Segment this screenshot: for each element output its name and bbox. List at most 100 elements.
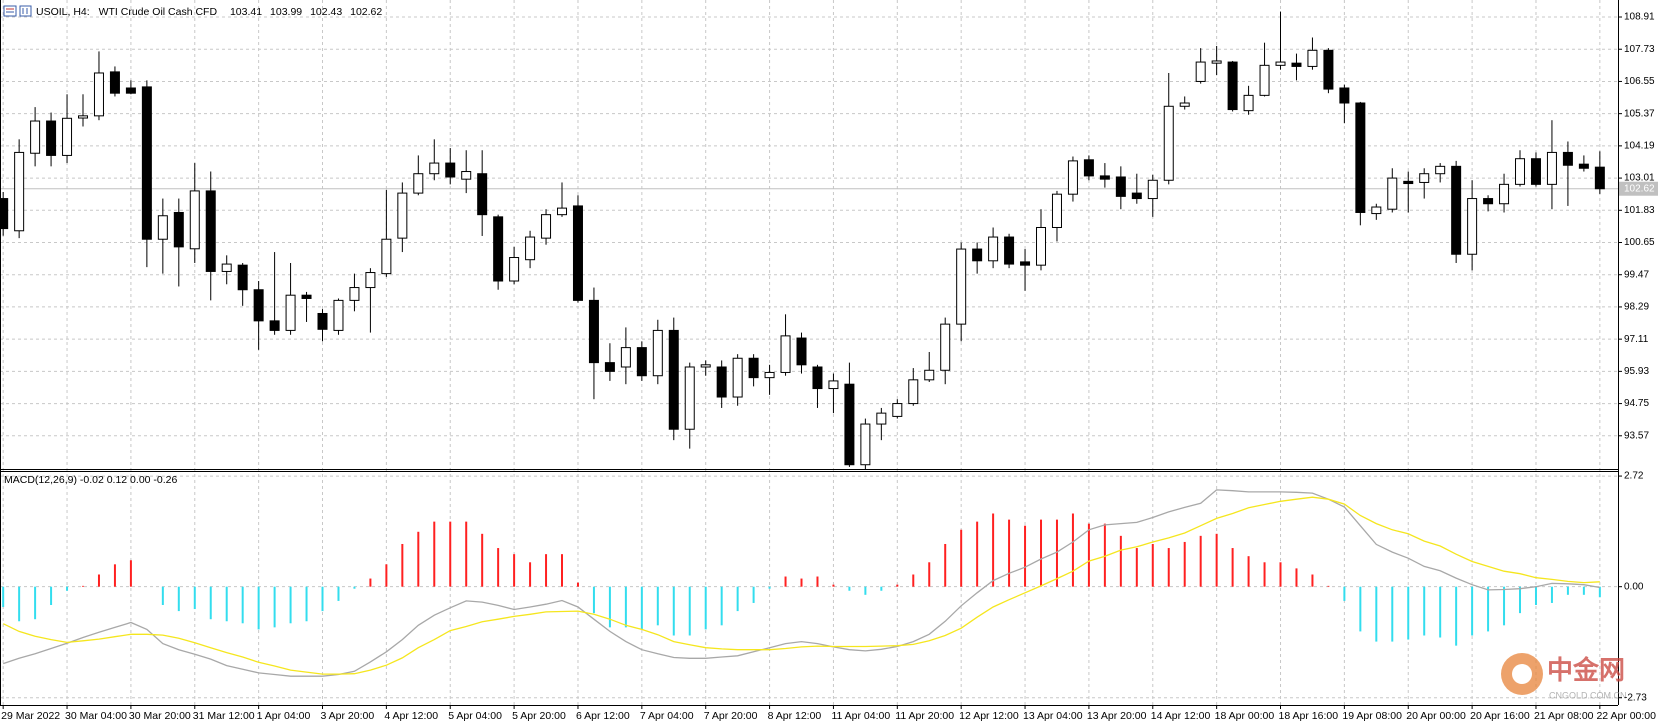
candle-body (221, 263, 232, 272)
candle-body (477, 173, 488, 216)
x-tick-label: 8 Apr 12:00 (768, 710, 822, 722)
candle-body (1546, 151, 1557, 185)
candle-body (93, 72, 104, 117)
close-value: 102.62 (350, 6, 382, 18)
candle-body (125, 87, 136, 94)
chart-header: USOIL, H4: WTI Crude Oil Cash CFD 103.41… (36, 6, 382, 18)
candle-body (157, 215, 168, 240)
candle-body (1515, 158, 1526, 185)
candle-body (285, 294, 296, 331)
candle-body (588, 299, 599, 364)
watermark-text: 中金网 (1547, 655, 1625, 685)
candle-body (1004, 236, 1015, 265)
candle-body (1419, 173, 1430, 183)
y-tick-label: 97.11 (1624, 334, 1649, 345)
x-tick-label: 4 Apr 12:00 (384, 710, 438, 722)
candle-body (892, 403, 903, 417)
x-tick-label: 18 Apr 16:00 (1279, 710, 1339, 722)
candle-body (1371, 206, 1382, 215)
y-tick-label: 100.65 (1624, 237, 1655, 248)
candle-body (1307, 49, 1318, 67)
icon (19, 5, 32, 17)
candle-body (732, 357, 743, 398)
candle-body (684, 366, 695, 430)
x-tick-label: 5 Apr 04:00 (448, 710, 502, 722)
candle-body (333, 299, 344, 331)
candle-body (397, 192, 408, 239)
y-tick-label: 93.57 (1624, 430, 1649, 441)
candle-body (557, 207, 568, 216)
candle-body (940, 323, 951, 371)
x-tick-label: 5 Apr 20:00 (512, 710, 566, 722)
low-value: 102.43 (310, 6, 342, 18)
candle-body (381, 238, 392, 275)
candle-body (365, 272, 376, 289)
x-tick-label: 12 Apr 12:00 (959, 710, 1019, 722)
candle-body (173, 211, 184, 248)
marks-layer (0, 11, 1618, 677)
watermark-site: CNGOLD.COM.CN (1549, 690, 1627, 700)
candle-body (461, 171, 472, 180)
candle-body (780, 335, 791, 373)
x-tick-label: 21 Apr 08:00 (1534, 710, 1594, 722)
candle-body (652, 329, 663, 377)
candle-body (1387, 177, 1398, 210)
x-tick-label: 3 Apr 20:00 (321, 710, 375, 722)
candle-body (636, 347, 647, 377)
y-tick-label: 2.72 (1624, 471, 1644, 482)
candle-body (924, 369, 935, 381)
candle-body (988, 236, 999, 262)
candle-body (0, 198, 9, 230)
candle-body (30, 120, 41, 154)
candle-body (429, 162, 440, 175)
x-tick-label: 30 Mar 04:00 (65, 710, 127, 722)
candle-body (1195, 61, 1206, 82)
x-tick-label: 11 Apr 20:00 (895, 710, 954, 722)
candle-body (764, 371, 775, 379)
candle-body (796, 337, 807, 366)
candle-body (1339, 87, 1350, 104)
candle-body (1403, 180, 1414, 185)
description: WTI Crude Oil Cash CFD (99, 6, 218, 18)
candle-body (349, 287, 360, 301)
candle-body (189, 190, 200, 250)
watermark-logo (1512, 664, 1532, 684)
candle-body (413, 173, 424, 194)
x-tick-label: 11 Apr 04:00 (831, 710, 890, 722)
candle-body (109, 71, 120, 94)
candle-body (1291, 62, 1302, 67)
candle-body (876, 412, 887, 425)
y-tick-label: 0.00 (1624, 581, 1644, 592)
candle-body (1036, 226, 1047, 266)
candle-body (620, 347, 631, 368)
candle-body (541, 214, 552, 239)
candle-body (1355, 102, 1366, 213)
candle-body (1020, 261, 1031, 266)
open-value: 103.41 (230, 6, 262, 18)
candle-body (1227, 61, 1238, 111)
candle-body (1051, 193, 1062, 228)
y-tick-label: 106.55 (1624, 76, 1655, 87)
y-tick-label: -2.73 (1624, 692, 1647, 703)
x-tick-label: 19 Apr 08:00 (1342, 710, 1402, 722)
candle-body (1323, 49, 1334, 90)
candle-body (1259, 64, 1270, 96)
y-tick-label: 108.91 (1624, 12, 1655, 23)
candle-body (1562, 151, 1573, 166)
candle-body (1483, 198, 1494, 205)
y-tick-label: 103.01 (1624, 173, 1655, 184)
candle-body (1594, 166, 1605, 190)
candle-body (1067, 160, 1078, 195)
x-tick-label: 13 Apr 04:00 (1023, 710, 1083, 722)
candle-body (525, 236, 536, 261)
candle-body (14, 151, 25, 232)
candle-body (1131, 192, 1142, 200)
candle-body (748, 357, 759, 379)
y-tick-label: 98.29 (1624, 302, 1649, 313)
candle-body (317, 312, 328, 330)
candle-body (1147, 179, 1158, 200)
candle-body (1083, 159, 1094, 177)
candle-body (1467, 198, 1478, 255)
y-tick-label: 107.73 (1624, 44, 1655, 55)
signal-line (2, 496, 1600, 675)
